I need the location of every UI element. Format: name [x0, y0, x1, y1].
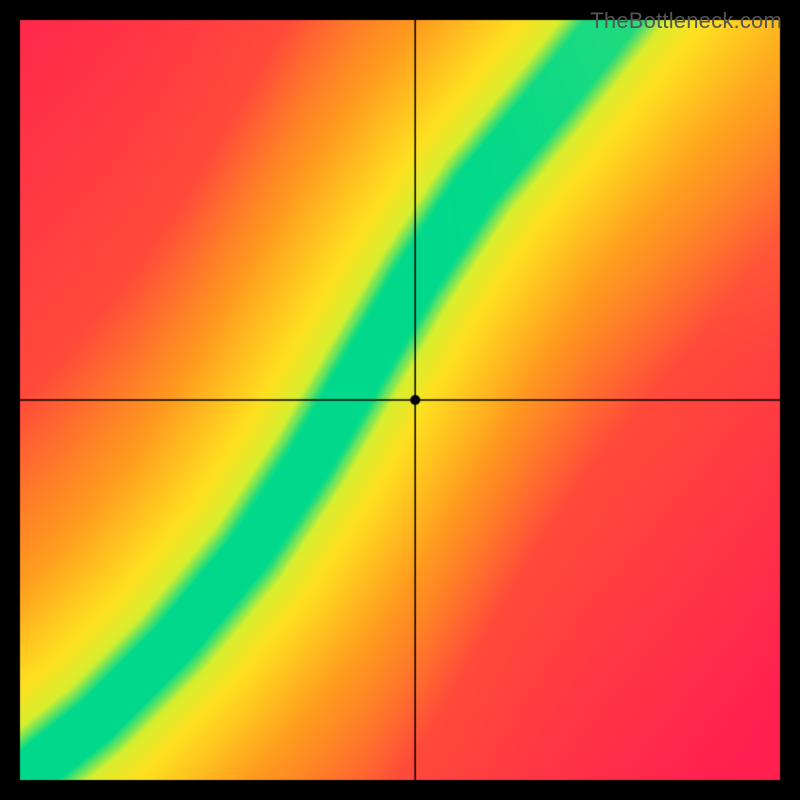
bottleneck-heatmap — [0, 0, 800, 800]
chart-container: TheBottleneck.com — [0, 0, 800, 800]
watermark-text: TheBottleneck.com — [590, 8, 782, 34]
